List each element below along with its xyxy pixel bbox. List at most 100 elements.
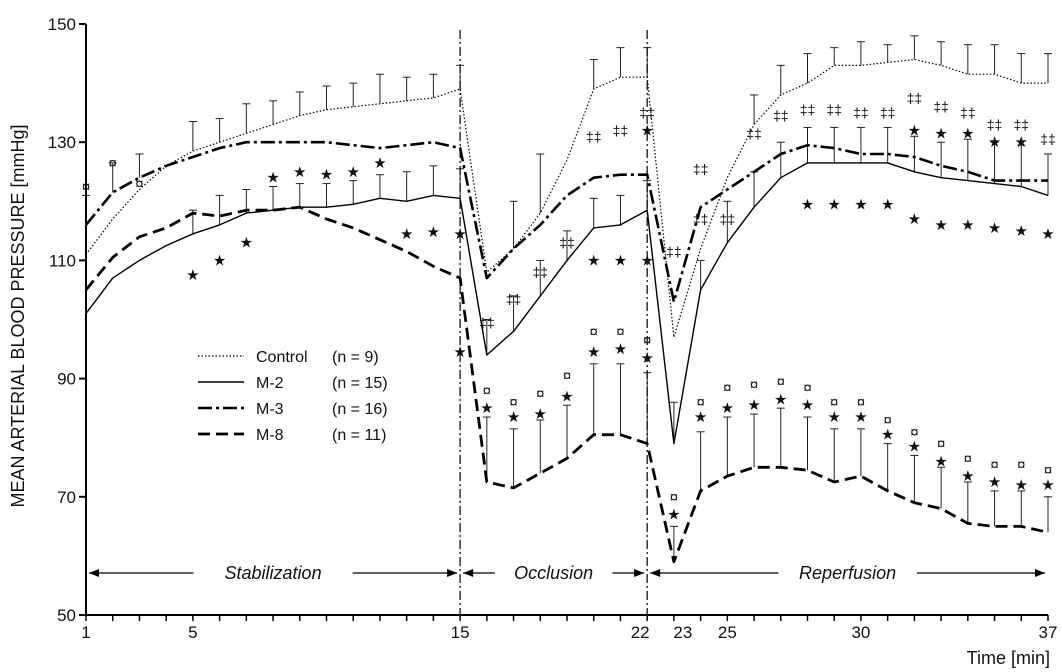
significance-double-dagger: ‡‡: [960, 105, 976, 121]
x-tick-label: 15: [451, 623, 470, 642]
significance-star: ★: [908, 211, 921, 228]
x-tick-label: 23: [673, 623, 692, 642]
significance-star: ★: [934, 453, 947, 470]
y-tick-label: 90: [57, 370, 76, 389]
significance-star: ★: [774, 391, 787, 408]
significance-star: ★: [934, 125, 947, 142]
x-tick-label: 5: [188, 623, 197, 642]
significance-star: ★: [1041, 226, 1054, 243]
significance-double-dagger: ‡‡: [693, 211, 709, 227]
significance-double-dagger: ‡‡: [720, 211, 736, 227]
legend-label: M-8: [256, 427, 284, 444]
x-tick-label: 25: [718, 623, 737, 642]
significance-star: ★: [1015, 134, 1028, 151]
significance-double-dagger: ‡‡: [773, 108, 789, 124]
significance-star: ★: [587, 344, 600, 361]
legend-n: (n = 11): [332, 427, 386, 444]
significance-double-dagger: ‡‡: [586, 128, 602, 144]
significance-double-dagger: ‡‡: [559, 235, 575, 251]
significance-currency: ¤: [643, 332, 651, 349]
significance-star: ★: [801, 196, 814, 213]
significance-currency: ¤: [937, 436, 945, 453]
significance-symbols: ★ ★ ★ ★ ★ ★ ★ ★ ★ ★ ★ ★ ★ ★ ★ ★ ★ ★ ★ ★ ★ ★ ★ ★ ★ ★ ★ ★ ★ ★ ★ ★ ★ ★ ★ ★ ★ ★ ★ ★…: [82, 90, 1056, 524]
legend-n: (n = 16): [332, 401, 388, 418]
significance-currency: ¤: [910, 424, 918, 441]
legend-label: M-2: [256, 375, 284, 392]
significance-star: ★: [854, 196, 867, 213]
significance-star: ★: [854, 409, 867, 426]
significance-star: ★: [213, 252, 226, 269]
legend-n: (n = 9): [332, 349, 379, 366]
significance-star: ★: [961, 125, 974, 142]
significance-star: ★: [827, 196, 840, 213]
significance-star: ★: [801, 397, 814, 414]
significance-currency: ¤: [964, 450, 972, 467]
significance-star: ★: [614, 341, 627, 358]
significance-double-dagger: ‡‡: [853, 105, 869, 121]
significance-star: ★: [614, 252, 627, 269]
series-line-m-8: [84, 205, 1049, 564]
significance-currency: ¤: [670, 489, 678, 506]
significance-currency: ¤: [1017, 456, 1025, 473]
phase-arrowhead: [463, 569, 474, 577]
significance-currency: ¤: [857, 394, 865, 411]
significance-star: ★: [1015, 477, 1028, 494]
significance-star: ★: [881, 196, 894, 213]
series-line-control: [85, 58, 1048, 338]
significance-star: ★: [721, 400, 734, 417]
significance-double-dagger: ‡‡: [693, 161, 709, 177]
legend-label: M-3: [256, 401, 284, 418]
legend-n: (n = 15): [332, 375, 388, 392]
significance-star: ★: [827, 409, 840, 426]
legend: Control (n = 9) M-2 (n = 15) M-3 (n = 16) M-8 (…: [198, 349, 388, 444]
x-tick-label: 1: [81, 623, 90, 642]
significance-double-dagger: ‡‡: [880, 105, 896, 121]
significance-star: ★: [667, 507, 680, 524]
significance-star: ★: [373, 155, 386, 172]
significance-currency: ¤: [696, 394, 704, 411]
significance-star: ★: [640, 122, 653, 139]
significance-double-dagger: ‡‡: [506, 291, 522, 307]
significance-star: ★: [427, 224, 440, 241]
significance-star: ★: [908, 439, 921, 456]
x-tick-label: 30: [851, 623, 870, 642]
significance-star: ★: [747, 397, 760, 414]
significance-star: ★: [1041, 477, 1054, 494]
significance-star: ★: [961, 468, 974, 485]
significance-star: ★: [480, 400, 493, 417]
significance-double-dagger: ‡‡: [666, 244, 682, 260]
significance-star: ★: [934, 217, 947, 234]
significance-star: ★: [293, 164, 306, 181]
series-lines: [84, 58, 1049, 564]
x-tick-label: 37: [1039, 623, 1058, 642]
significance-star: ★: [453, 226, 466, 243]
series-line-m-3: [84, 140, 1048, 304]
significance-currency: ¤: [616, 323, 624, 340]
significance-star: ★: [988, 474, 1001, 491]
significance-currency: ¤: [1044, 462, 1052, 479]
phase-label: Stabilization: [225, 563, 322, 583]
significance-star: ★: [534, 406, 547, 423]
significance-star: ★: [640, 252, 653, 269]
significance-currency: ¤: [803, 379, 811, 396]
significance-currency: ¤: [590, 323, 598, 340]
significance-double-dagger: ‡‡: [987, 116, 1003, 132]
phase-arrowhead: [634, 569, 645, 577]
significance-currency: ¤: [883, 412, 891, 429]
significance-double-dagger: ‡‡: [826, 102, 842, 118]
phase-label: Reperfusion: [799, 563, 896, 583]
significance-star: ★: [988, 134, 1001, 151]
significance-star: ★: [988, 220, 1001, 237]
significance-double-dagger: ‡‡: [933, 99, 949, 115]
significance-star: ★: [694, 409, 707, 426]
significance-star: ★: [1015, 223, 1028, 240]
significance-currency: ¤: [536, 385, 544, 402]
y-axis-title: MEAN ARTERIAL BLOOD PRESSURE [mmHg]: [8, 124, 28, 507]
significance-star: ★: [320, 167, 333, 184]
significance-double-dagger: ‡‡: [1040, 131, 1056, 147]
significance-star: ★: [266, 170, 279, 187]
significance-star: ★: [908, 122, 921, 139]
significance-currency: ¤: [483, 382, 491, 399]
